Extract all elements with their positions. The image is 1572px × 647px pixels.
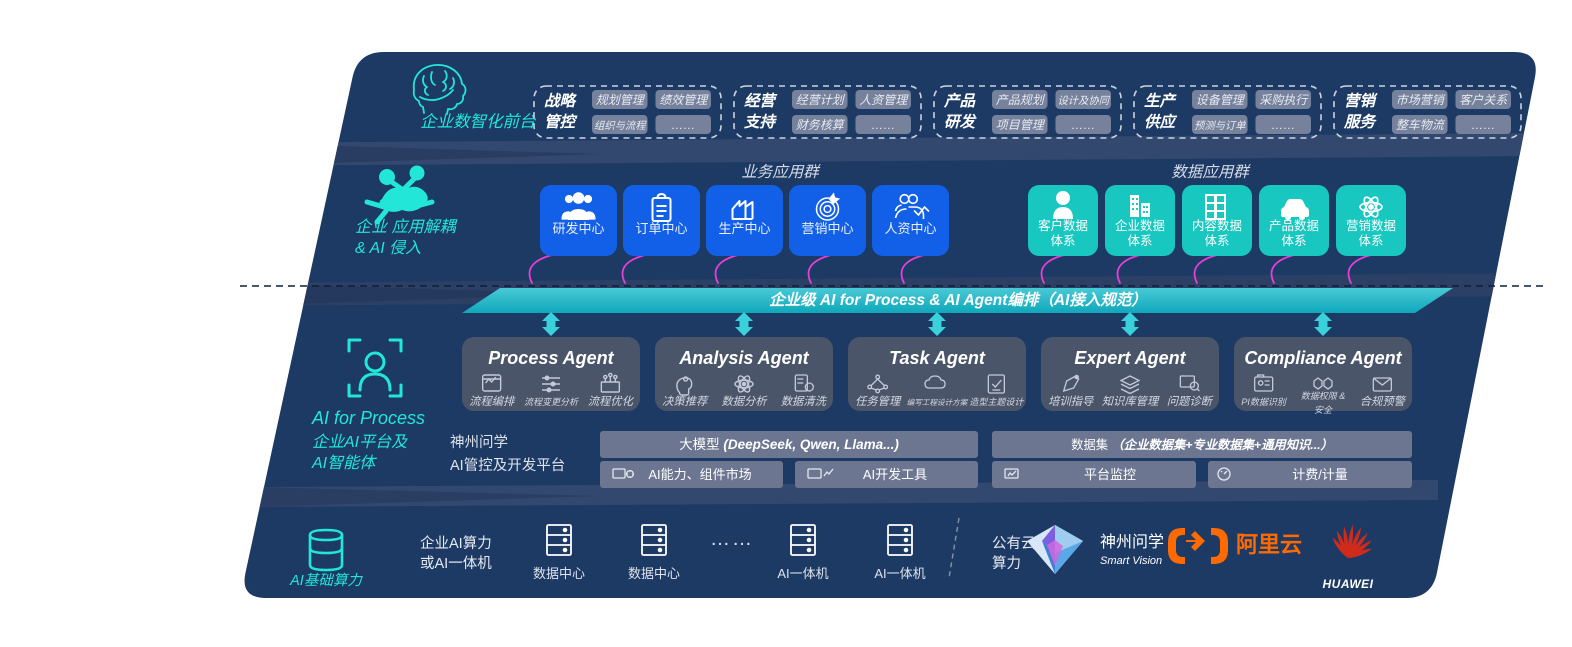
svg-text:HUAWEI: HUAWEI (1323, 577, 1374, 591)
svg-text:战略: 战略 (544, 92, 578, 110)
svg-text:AI一体机: AI一体机 (874, 566, 925, 581)
svg-text:客户数据: 客户数据 (1038, 218, 1088, 233)
svg-text:……: …… (671, 118, 695, 132)
svg-text:知识库管理: 知识库管理 (1102, 395, 1160, 408)
svg-text:AI for Process: AI for Process (311, 408, 425, 428)
svg-text:产品规划: 产品规划 (996, 93, 1046, 107)
svg-text:体系: 体系 (1358, 234, 1383, 248)
svg-text:经营: 经营 (744, 92, 778, 110)
svg-text:产品数据: 产品数据 (1269, 218, 1319, 233)
svg-text:……: …… (710, 528, 754, 550)
svg-text:合规预警: 合规预警 (1360, 395, 1407, 408)
svg-text:或AI一体机: 或AI一体机 (420, 555, 492, 572)
svg-text:管控: 管控 (544, 113, 578, 131)
svg-text:神州问学: 神州问学 (450, 434, 508, 451)
svg-text:企业AI算力: 企业AI算力 (420, 534, 492, 552)
svg-text:……: …… (1471, 118, 1495, 132)
svg-text:订单中心: 订单中心 (635, 221, 687, 236)
svg-text:营销: 营销 (1344, 92, 1379, 110)
svg-text:企业 应用解耦: 企业 应用解耦 (355, 218, 457, 236)
svg-text:预测与订单: 预测与订单 (1194, 120, 1246, 132)
svg-text:决策推荐: 决策推荐 (662, 395, 709, 408)
svg-text:营销中心: 营销中心 (801, 221, 853, 236)
svg-text:AI开发工具: AI开发工具 (863, 467, 927, 482)
svg-text:……: …… (871, 118, 895, 132)
svg-text:任务管理: 任务管理 (855, 395, 902, 408)
svg-text:安全: 安全 (1314, 405, 1333, 415)
svg-text:AI基础算力: AI基础算力 (289, 572, 363, 589)
svg-text:人资管理: 人资管理 (859, 93, 909, 107)
svg-text:规划管理: 规划管理 (596, 93, 646, 107)
svg-text:人资中心: 人资中心 (884, 221, 936, 236)
svg-text:大模型 (DeepSeek, Qwen, Llama...): 大模型 (DeepSeek, Qwen, Llama...) (679, 437, 899, 452)
svg-text:支持: 支持 (744, 113, 778, 131)
svg-text:造型主题设计: 造型主题设计 (969, 397, 1024, 407)
svg-text:平台监控: 平台监控 (1084, 467, 1136, 482)
svg-text:研发: 研发 (944, 113, 978, 131)
svg-text:企业AI平台及: 企业AI平台及 (312, 433, 408, 451)
svg-text:Smart Vision: Smart Vision (1100, 555, 1162, 567)
svg-text:Compliance Agent: Compliance Agent (1244, 348, 1402, 368)
svg-text:Task Agent: Task Agent (889, 348, 986, 368)
svg-text:问题诊断: 问题诊断 (1167, 395, 1215, 408)
svg-text:体系: 体系 (1204, 234, 1229, 248)
svg-text:数据分析: 数据分析 (721, 395, 768, 408)
svg-text:……: …… (1271, 118, 1295, 132)
svg-text:数据应用群: 数据应用群 (1171, 163, 1251, 181)
svg-text:体系: 体系 (1281, 234, 1306, 248)
svg-text:AI智能体: AI智能体 (311, 454, 377, 472)
svg-text:算力: 算力 (992, 555, 1021, 572)
svg-text:整车物流: 整车物流 (1396, 118, 1446, 132)
svg-text:AI一体机: AI一体机 (777, 566, 828, 581)
svg-text:编写工程设计方案: 编写工程设计方案 (907, 398, 969, 407)
svg-text:AI管控及开发平台: AI管控及开发平台 (450, 457, 565, 474)
svg-text:项目管理: 项目管理 (996, 118, 1046, 132)
svg-text:经营计划: 经营计划 (796, 93, 846, 107)
svg-text:Analysis Agent: Analysis Agent (678, 348, 809, 368)
svg-text:& AI 侵入: & AI 侵入 (355, 239, 421, 257)
svg-text:服务: 服务 (1343, 113, 1378, 131)
svg-text:计费/计量: 计费/计量 (1292, 467, 1348, 482)
svg-text:Process Agent: Process Agent (488, 348, 614, 368)
svg-text:培训指导: 培训指导 (1048, 395, 1094, 408)
svg-text:AI能力、组件市场: AI能力、组件市场 (648, 467, 751, 482)
svg-text:神州问学: 神州问学 (1100, 533, 1164, 551)
svg-text:企业数据: 企业数据 (1115, 218, 1165, 233)
svg-text:体系: 体系 (1050, 234, 1075, 248)
svg-text:企业数智化前台: 企业数智化前台 (420, 112, 537, 131)
svg-text:采购执行: 采购执行 (1259, 93, 1309, 107)
svg-text:……: …… (1071, 118, 1095, 132)
svg-text:设计及协同: 设计及协同 (1057, 95, 1110, 107)
svg-text:PI数据识别: PI数据识别 (1241, 397, 1288, 407)
svg-text:内容数据: 内容数据 (1192, 218, 1242, 233)
svg-text:绩效管理: 绩效管理 (659, 93, 709, 107)
svg-text:组织与流程: 组织与流程 (594, 120, 647, 132)
svg-text:企业级 AI for Process & AI Agent编: 企业级 AI for Process & AI Agent编排（AI接入规范） (769, 291, 1147, 309)
svg-text:营销数据: 营销数据 (1346, 218, 1396, 233)
svg-text:生产: 生产 (1144, 92, 1178, 110)
svg-text:数据集 （企业数据集+专业数据集+通用知识...）: 数据集 （企业数据集+专业数据集+通用知识...） (1071, 437, 1333, 452)
svg-text:数据中心: 数据中心 (533, 566, 585, 581)
svg-text:业务应用群: 业务应用群 (741, 163, 821, 181)
svg-text:生产中心: 生产中心 (718, 221, 770, 236)
svg-text:公有云: 公有云 (992, 535, 1036, 552)
svg-text:流程变更分析: 流程变更分析 (524, 397, 579, 407)
svg-text:产品: 产品 (943, 92, 977, 110)
svg-text:数据权限 &: 数据权限 & (1301, 391, 1346, 401)
svg-text:设备管理: 设备管理 (1196, 93, 1246, 107)
svg-text:市场营销: 市场营销 (1396, 93, 1446, 107)
svg-text:供应: 供应 (1144, 113, 1178, 131)
svg-text:体系: 体系 (1127, 234, 1152, 248)
svg-text:Expert Agent: Expert Agent (1074, 348, 1186, 368)
svg-text:数据中心: 数据中心 (628, 566, 680, 581)
svg-text:财务核算: 财务核算 (796, 118, 846, 132)
svg-text:流程优化: 流程优化 (588, 395, 635, 408)
svg-text:数据清洗: 数据清洗 (781, 395, 828, 408)
svg-text:阿里云: 阿里云 (1236, 532, 1302, 557)
svg-text:客户关系: 客户关系 (1459, 93, 1508, 107)
svg-text:流程编排: 流程编排 (469, 395, 516, 408)
svg-text:研发中心: 研发中心 (552, 221, 604, 236)
